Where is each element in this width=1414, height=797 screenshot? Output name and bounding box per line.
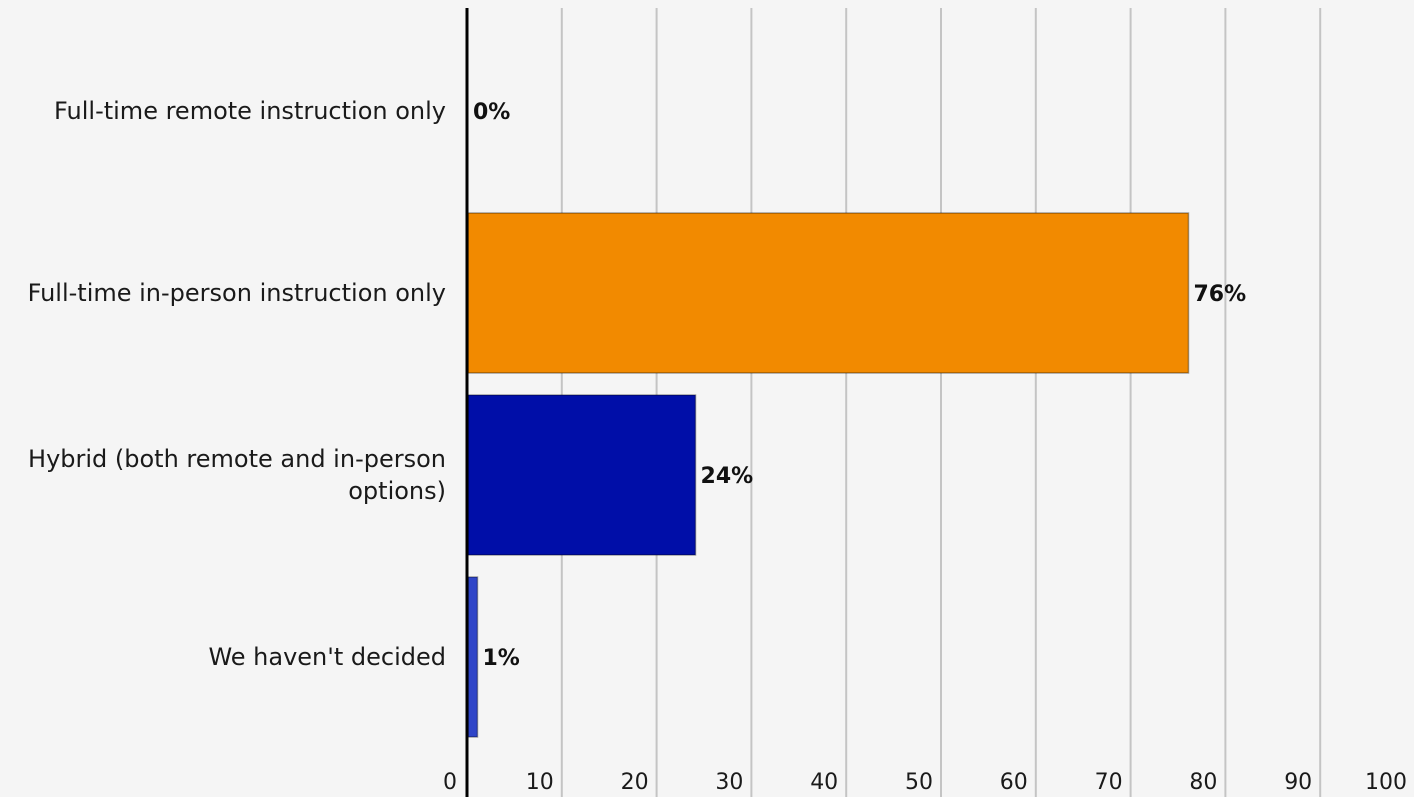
bar-2 [467,394,697,556]
x-tick-label-50: 50 [905,770,933,795]
x-tick-label-0: 0 [443,770,457,795]
category-label-2-line-0: Hybrid (both remote and in-person [28,445,446,473]
value-label-0: 0% [473,100,510,125]
x-tick-label-70: 70 [1095,770,1123,795]
category-labels: Full-time remote instruction only Full-ti… [28,97,446,671]
value-label-1: 76% [1193,282,1246,307]
x-tick-label-90: 90 [1284,770,1312,795]
x-tick-label-100: 100 [1365,770,1407,795]
x-tick-label-80: 80 [1189,770,1217,795]
category-label-1: Full-time in-person instruction only [28,279,446,307]
x-tick-label-30: 30 [715,770,743,795]
x-tick-label-20: 20 [621,770,649,795]
value-label-3: 1% [482,646,519,671]
x-tick-labels: 0 10 20 30 40 50 60 70 80 90 100 [443,770,1407,795]
x-tick-label-60: 60 [1000,770,1028,795]
x-tick-label-40: 40 [810,770,838,795]
bar-3 [467,576,479,738]
category-label-3: We haven't decided [208,643,446,671]
category-label-2-line-1: options) [348,477,446,505]
value-label-2: 24% [701,464,754,489]
value-labels: 0% 76% 24% 1% [473,100,1246,671]
bar-1 [467,212,1190,374]
x-tick-label-10: 10 [526,770,554,795]
category-label-0: Full-time remote instruction only [54,97,446,125]
bars [467,212,1190,738]
